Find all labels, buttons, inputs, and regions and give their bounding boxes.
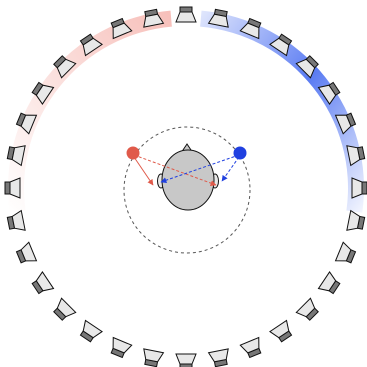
loudspeaker-icon	[295, 297, 319, 321]
loudspeaker-icon	[239, 336, 262, 359]
loudspeaker-icon	[351, 177, 367, 199]
loudspeaker-icon	[31, 271, 55, 295]
virtual-source-right	[233, 146, 247, 160]
loudspeaker-icon	[110, 17, 133, 40]
loudspeaker-icon	[207, 348, 229, 367]
loudspeaker-icon	[4, 177, 21, 199]
loudspeaker-icon	[317, 81, 341, 105]
loudspeaker-icon	[175, 353, 197, 367]
loudspeaker-icon	[269, 319, 293, 343]
loudspeaker-icon	[79, 33, 103, 57]
loudspeaker-icon	[79, 319, 103, 343]
loudspeaker-icon	[6, 209, 26, 231]
loudspeaker-icon	[334, 241, 357, 264]
loudspeaker-icon	[295, 55, 319, 79]
loudspeaker-icon	[207, 8, 229, 28]
loudspeaker-icon	[346, 145, 366, 167]
loudspeaker-icon	[346, 209, 366, 231]
loudspeaker-icon	[317, 271, 341, 295]
loudspeaker-icon	[110, 336, 133, 359]
loudspeaker-icon	[175, 6, 197, 23]
loudspeaker-icon	[31, 81, 55, 105]
loudspeaker-icon	[15, 112, 38, 135]
loudspeaker-icon	[334, 112, 357, 135]
right-source-ipsilateral-path	[221, 156, 240, 182]
listening-area-circle	[123, 126, 251, 254]
loudspeaker-icon	[239, 17, 262, 40]
left-source-ipsilateral-path	[133, 156, 154, 186]
left-source-contralateral-path	[133, 154, 217, 186]
loudspeaker-icon	[143, 348, 165, 367]
loudspeaker-icon	[143, 8, 165, 28]
loudspeaker-ring	[4, 6, 367, 367]
head-shape	[161, 149, 215, 211]
loudspeaker-icon	[15, 241, 38, 264]
listener-head-icon	[157, 143, 219, 211]
loudspeaker-icon	[269, 33, 293, 57]
virtual-source-left	[126, 146, 140, 160]
loudspeaker-icon	[53, 297, 77, 321]
loudspeaker-icon	[6, 145, 26, 167]
loudspeaker-icon	[53, 55, 77, 79]
right-source-contralateral-path	[160, 154, 240, 184]
